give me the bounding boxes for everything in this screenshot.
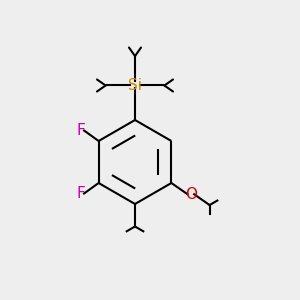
Text: F: F — [76, 186, 85, 201]
Text: O: O — [185, 187, 197, 202]
Text: F: F — [76, 123, 85, 138]
Text: Si: Si — [128, 78, 142, 93]
